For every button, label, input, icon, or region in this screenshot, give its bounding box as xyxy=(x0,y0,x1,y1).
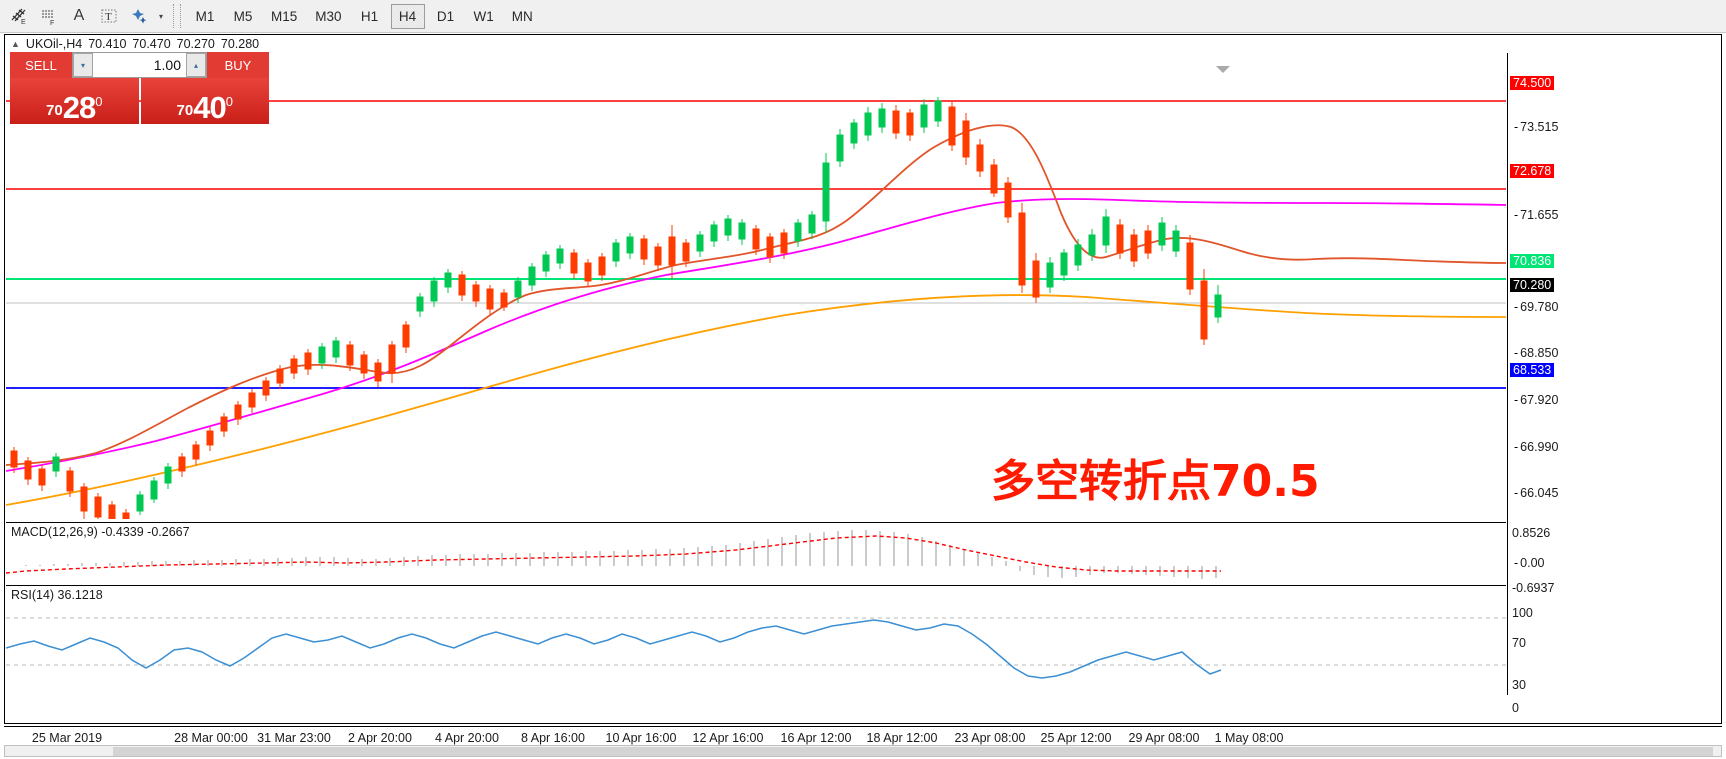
price-tick-68850: 68.850 xyxy=(1520,346,1559,360)
price-label-68533: 68.533 xyxy=(1510,363,1555,377)
volume-increment-icon[interactable]: ▴ xyxy=(186,53,206,77)
macd-tick-zero: 0.00 xyxy=(1520,556,1545,570)
bid-price-label: 70.280 xyxy=(1510,278,1555,292)
scrollbar-thumb[interactable] xyxy=(113,747,1713,756)
rsi-line xyxy=(6,619,1222,679)
quote-high: 70.470 xyxy=(132,36,171,51)
buy-button[interactable]: BUY xyxy=(207,52,269,78)
timeframe-m15[interactable]: M15 xyxy=(271,8,298,24)
label-tool-icon[interactable]: T xyxy=(94,2,124,30)
chart-area[interactable]: ▲ UKOil-,H4 70.410 70.470 70.270 70.280 xyxy=(4,34,1722,724)
timeframe-d1[interactable]: D1 xyxy=(436,8,455,24)
date-tick-1: 28 Mar 00:00 xyxy=(174,731,248,745)
macd-histogram xyxy=(25,530,1217,579)
macd-tick-min: -0.6937 xyxy=(1512,581,1555,595)
svg-text:F: F xyxy=(50,20,54,26)
macd-signal-line xyxy=(6,535,1221,574)
timeframe-h4[interactable]: H4 xyxy=(390,3,425,29)
quote-open: 70.410 xyxy=(88,36,127,51)
price-chart-svg xyxy=(6,97,1506,519)
buy-price-fraction: 0 xyxy=(225,94,233,109)
date-tick-0: 25 Mar 2019 xyxy=(31,731,103,745)
buy-price-box[interactable]: 70 40 0 xyxy=(140,78,269,125)
toolbar-separator xyxy=(173,4,181,28)
timeframe-m1[interactable]: M1 xyxy=(195,8,215,24)
date-tick-10: 23 Apr 08:00 xyxy=(954,731,1026,745)
date-tick-9: 18 Apr 12:00 xyxy=(866,731,938,745)
svg-text:E: E xyxy=(21,19,26,26)
drawing-objects-icon[interactable] xyxy=(124,2,154,30)
sell-price-prefix: 70 xyxy=(46,102,63,119)
buy-price-prefix: 70 xyxy=(176,102,194,119)
rsi-pane[interactable]: RSI(14) 36.1218 xyxy=(6,585,1506,695)
macd-chart-svg xyxy=(6,530,1221,579)
timeframe-w1[interactable]: W1 xyxy=(473,8,494,24)
date-tick-2: 31 Mar 23:00 xyxy=(257,731,331,745)
main-toolbar: E F A T xyxy=(0,0,1726,33)
timeframe-h1[interactable]: H1 xyxy=(360,8,379,24)
sell-price-fraction: 0 xyxy=(95,94,103,109)
one-click-trading-panel[interactable]: SELL ▾ 1.00 ▴ BUY 70 28 0 70 40 0 xyxy=(10,52,269,124)
grid-pattern-icon[interactable]: F xyxy=(34,2,64,30)
quote-close: 70.280 xyxy=(220,36,260,51)
chart-annotation-text: 多空转折点70.5 xyxy=(991,456,1320,507)
horizontal-scrollbar[interactable] xyxy=(4,745,1722,757)
chart-top-marker-icon xyxy=(1216,66,1230,73)
expert-advisor-icon[interactable]: E xyxy=(4,2,34,30)
rsi-tick-0: 0 xyxy=(1512,701,1519,715)
price-tick-69780: 69.780 xyxy=(1520,300,1559,314)
price-pane[interactable]: 多空转折点70.5 xyxy=(6,53,1506,519)
ma-fast-line xyxy=(6,124,1506,466)
volume-decrement-icon[interactable]: ▾ xyxy=(73,53,93,77)
date-tick-6: 10 Apr 16:00 xyxy=(605,731,677,745)
price-tick-73515: 73.515 xyxy=(1520,120,1559,134)
date-tick-13: 1 May 08:00 xyxy=(1214,731,1284,745)
rsi-tick-70: 70 xyxy=(1512,636,1526,650)
quote-low: 70.270 xyxy=(176,36,215,51)
volume-input[interactable]: 1.00 xyxy=(153,57,181,73)
trade-panel-header: SELL ▾ 1.00 ▴ BUY xyxy=(10,52,269,78)
price-label-72678: 72.678 xyxy=(1510,164,1555,178)
date-tick-4: 4 Apr 20:00 xyxy=(435,731,499,745)
volume-stepper[interactable]: ▾ 1.00 ▴ xyxy=(72,52,207,78)
date-tick-8: 16 Apr 12:00 xyxy=(780,731,852,745)
text-tool-icon[interactable]: A xyxy=(73,7,85,24)
date-tick-12: 29 Apr 08:00 xyxy=(1128,731,1200,745)
rsi-tick-30: 30 xyxy=(1512,678,1526,692)
buy-price-main: 40 xyxy=(193,90,226,125)
svg-text:T: T xyxy=(105,11,112,23)
price-tick-66990: 66.990 xyxy=(1520,440,1559,454)
sell-button[interactable]: SELL xyxy=(10,52,72,78)
date-tick-5: 8 Apr 16:00 xyxy=(521,731,585,745)
price-tick-66045: 66.045 xyxy=(1520,486,1559,500)
date-tick-3: 2 Apr 20:00 xyxy=(348,731,412,745)
timeframe-mn[interactable]: MN xyxy=(511,8,533,24)
ma-mid-line xyxy=(6,198,1506,472)
price-tick-71655: 71.655 xyxy=(1520,208,1559,222)
price-label-70836: 70.836 xyxy=(1510,254,1555,268)
sell-price-box[interactable]: 70 28 0 xyxy=(10,78,139,124)
collapse-arrow-icon[interactable]: ▲ xyxy=(11,38,20,49)
date-tick-11: 25 Apr 12:00 xyxy=(1040,731,1112,745)
ma-slow-line xyxy=(6,294,1506,506)
trade-panel-prices: 70 28 0 70 40 0 xyxy=(10,78,269,124)
chevron-down-icon[interactable]: ▾ xyxy=(158,11,163,21)
macd-pane[interactable]: MACD(12,26,9) -0.4339 -0.2667 xyxy=(6,522,1506,582)
rsi-chart-svg xyxy=(6,617,1506,679)
price-scale[interactable]: 74.500 -73.515 72.678 -71.655 70.836 70.… xyxy=(1507,53,1721,715)
quote-bar: ▲ UKOil-,H4 70.410 70.470 70.270 70.280 xyxy=(5,35,1721,52)
timeframe-m5[interactable]: M5 xyxy=(233,8,253,24)
rsi-tick-100: 100 xyxy=(1512,606,1533,620)
date-tick-7: 12 Apr 16:00 xyxy=(692,731,764,745)
symbol-label: UKOil-,H4 xyxy=(25,36,83,51)
candlestick-series xyxy=(10,97,1222,519)
price-tick-67920: 67.920 xyxy=(1520,393,1559,407)
price-label-74500: 74.500 xyxy=(1510,76,1555,90)
macd-tick-max: 0.8526 xyxy=(1512,526,1551,540)
sell-price-main: 28 xyxy=(62,90,96,125)
rsi-label: RSI(14) 36.1218 xyxy=(11,588,103,602)
timeframe-m30[interactable]: M30 xyxy=(315,8,342,24)
macd-label: MACD(12,26,9) -0.4339 -0.2667 xyxy=(11,525,190,539)
